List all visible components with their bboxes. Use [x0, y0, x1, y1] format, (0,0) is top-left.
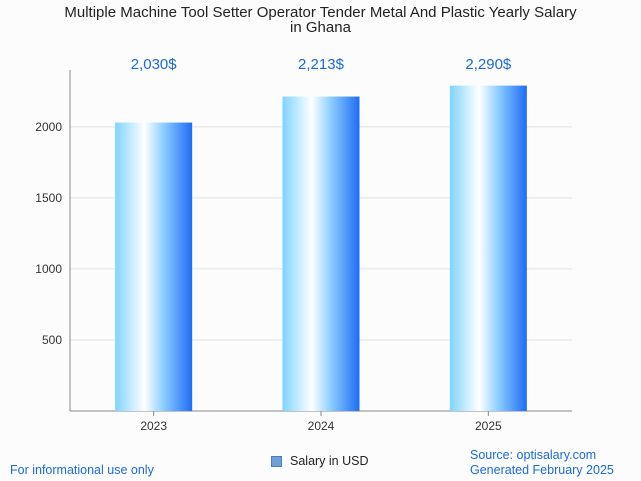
- bar-2025: [449, 85, 527, 412]
- bars: [115, 85, 527, 412]
- chart-title-line-2: in Ghana: [290, 19, 351, 36]
- labels: 500 1000 1500 2000 2,030$ 2023 2,213$ 2024 2,290…: [35, 56, 512, 433]
- y-tick-label-500: 500: [42, 333, 62, 347]
- disclaimer-text: For informational use only: [10, 463, 154, 477]
- x-tick-label-2025: 2025: [475, 419, 502, 433]
- value-label-2023: 2,030$: [131, 56, 178, 73]
- generated-date: Generated February 2025: [470, 463, 614, 477]
- legend: Salary in USD: [271, 454, 369, 468]
- legend-swatch: [271, 455, 282, 467]
- bar-2023: [115, 122, 193, 411]
- y-tick-label-1000: 1000: [35, 262, 62, 276]
- chart-title: Multiple Machine Tool Setter Operator Te…: [0, 5, 641, 35]
- y-tick-label-2000: 2000: [35, 120, 62, 134]
- legend-label: Salary in USD: [290, 454, 369, 468]
- y-tick-label-1500: 1500: [35, 191, 62, 205]
- source-info: Source: optisalary.com Generated Februar…: [470, 448, 614, 478]
- value-label-2024: 2,213$: [298, 56, 345, 73]
- chart-title-line-1: Multiple Machine Tool Setter Operator Te…: [64, 4, 577, 21]
- bar-2024: [282, 96, 360, 411]
- source-link[interactable]: Source: optisalary.com: [470, 448, 597, 462]
- x-tick-label-2024: 2024: [308, 419, 335, 433]
- x-tick-label-2023: 2023: [140, 419, 167, 433]
- value-label-2025: 2,290$: [465, 56, 512, 73]
